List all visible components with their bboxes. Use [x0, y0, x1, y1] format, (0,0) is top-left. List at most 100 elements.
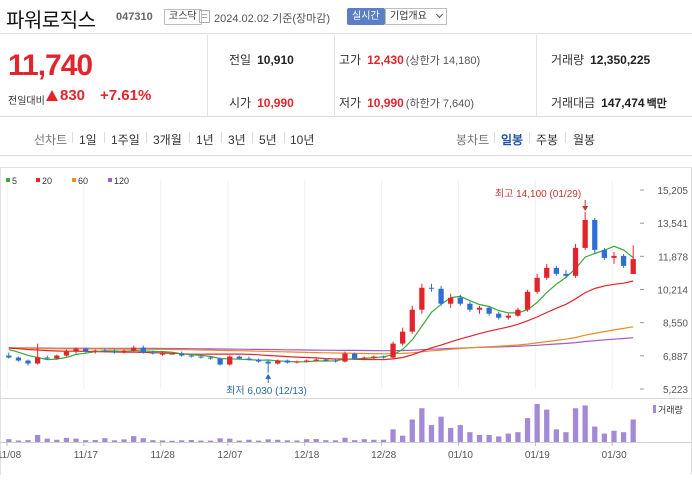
candle-body [572, 247, 579, 276]
candle-chart-label[interactable]: 봉차트 [456, 133, 490, 147]
open-value: 10,990 [257, 96, 294, 110]
divider [189, 132, 190, 143]
candle-body [121, 350, 127, 353]
volume-bar [275, 439, 281, 442]
candle-body [371, 356, 377, 358]
line-chart-label[interactable]: 선차트 [34, 133, 68, 147]
volume-bar [351, 440, 358, 442]
volume-bar [83, 440, 89, 442]
volume-bar [563, 432, 569, 442]
candle-body [83, 348, 89, 352]
candle-body [467, 303, 473, 310]
volume-bar [630, 419, 636, 442]
volume-bar [169, 440, 175, 442]
tab-3m[interactable]: 3개월 [153, 133, 182, 147]
candle-body [15, 357, 22, 361]
volume-bar [73, 438, 79, 442]
volume-bar [92, 440, 98, 442]
candle-body [179, 353, 185, 356]
tab-5y[interactable]: 5년 [259, 133, 277, 147]
volume-bar [448, 427, 454, 442]
volume-bar [25, 440, 31, 442]
volume-bar [54, 439, 60, 442]
volume-bar [102, 438, 108, 442]
volume-bar [198, 440, 204, 442]
change-label: 전일대비 [8, 96, 45, 107]
y-tick-label: 11,878 [658, 252, 688, 263]
quote-panel: 11,740 전일대비 830 +7.61% 전일 10,910 고가 12,430… [0, 35, 692, 117]
candle-body [140, 347, 146, 353]
candle-body [131, 347, 137, 351]
x-tick-label: 12/28 [371, 450, 396, 461]
stock-header: 파워로직스 047310 코스닥 2024.02.02 기준(장마감) 실시간 … [0, 0, 692, 34]
candle-body [63, 351, 70, 356]
low-stat: 저가 10,990 (하한가 7,640) [339, 94, 474, 111]
candle-body [207, 357, 214, 359]
volume-bar [438, 416, 444, 442]
amount-stat: 거래대금 147,474 백만 [551, 94, 667, 111]
amount-unit: 백만 [646, 98, 667, 110]
candle-body [351, 353, 358, 359]
high-annotation: 최고 14,100 (01/29) [495, 188, 581, 200]
x-tick-label: 12/07 [217, 450, 242, 461]
volume-bar [582, 405, 588, 442]
prev-close-label: 전일 [229, 53, 252, 67]
volume-bar [361, 439, 367, 442]
candle-body [380, 356, 387, 358]
candle-body [390, 343, 396, 358]
volume-bar [207, 440, 214, 442]
candlestick-chart[interactable]: 15,205 13,541 11,878 10,214 8,550 6,887 5,223 1… [0, 157, 692, 476]
current-price: 11,740 [8, 49, 93, 82]
candle-body [438, 288, 444, 304]
candle-body [553, 267, 559, 274]
volume-bar [6, 439, 12, 442]
legend-label: 20 [42, 176, 52, 186]
volume-bar [34, 434, 41, 442]
candle-body [150, 352, 156, 354]
y-tick-label: 13,541 [657, 219, 688, 230]
notice-icon[interactable] [199, 10, 210, 23]
tab-weekly[interactable]: 주봉 [536, 133, 559, 147]
candle-body [409, 309, 415, 332]
company-info-select[interactable]: 기업개요 [385, 8, 447, 25]
y-tick-label: 5,223 [663, 385, 688, 396]
volume-bar [380, 439, 387, 442]
tab-1y[interactable]: 1년 [196, 133, 214, 147]
volume-bar [44, 438, 50, 442]
candle-body [303, 360, 310, 362]
candle-body [400, 331, 406, 344]
tab-monthly[interactable]: 월봉 [573, 133, 596, 147]
candle-body [236, 356, 242, 359]
volume-bar [505, 433, 511, 442]
tab-3y[interactable]: 3년 [228, 133, 246, 147]
legend-label: 5 [12, 176, 17, 186]
tab-1d[interactable]: 1일 [79, 133, 97, 147]
realtime-button[interactable]: 실시간 [347, 8, 385, 25]
volume-bar [159, 440, 166, 442]
legend-swatch [108, 178, 112, 182]
candle-body [476, 307, 483, 310]
candle-body [505, 315, 511, 318]
volume-bar [332, 440, 339, 442]
volume-bar [572, 408, 579, 442]
low-value: 10,990 [367, 96, 404, 110]
x-tick-label: 12/18 [294, 450, 319, 461]
volume-bar [303, 439, 310, 442]
y-tick-label: 15,205 [657, 186, 688, 197]
volume-value: 12,350,225 [590, 53, 651, 67]
volume-bar [342, 437, 348, 442]
candle-body [169, 353, 175, 355]
x-tick-label: 11/17 [74, 450, 99, 461]
y-tick-label: 6,887 [663, 352, 688, 363]
volume-bar [313, 439, 319, 442]
candle-body [255, 359, 262, 362]
volume-bar [121, 439, 127, 442]
candle-body [524, 291, 531, 310]
volume-bar [457, 425, 463, 442]
tab-daily[interactable]: 일봉 [501, 133, 524, 147]
volume-bar [246, 439, 252, 442]
company-info-label: 기업개요 [390, 11, 427, 22]
tab-1w[interactable]: 1주일 [111, 133, 140, 147]
volume-bar [179, 440, 185, 442]
tab-10y[interactable]: 10년 [290, 133, 315, 147]
